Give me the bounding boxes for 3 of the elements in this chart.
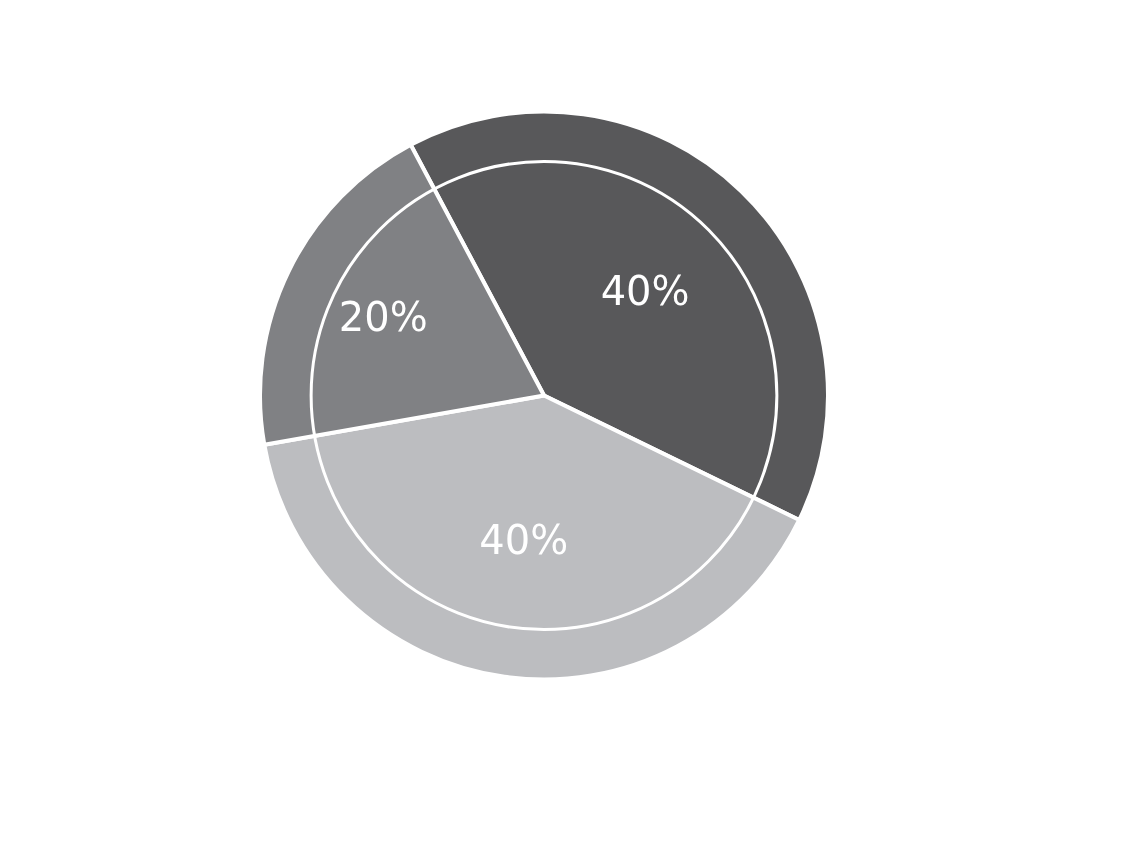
data-label: 20% [338, 294, 428, 341]
data-label: 40% [600, 267, 690, 314]
data-label: 40% [479, 516, 569, 563]
